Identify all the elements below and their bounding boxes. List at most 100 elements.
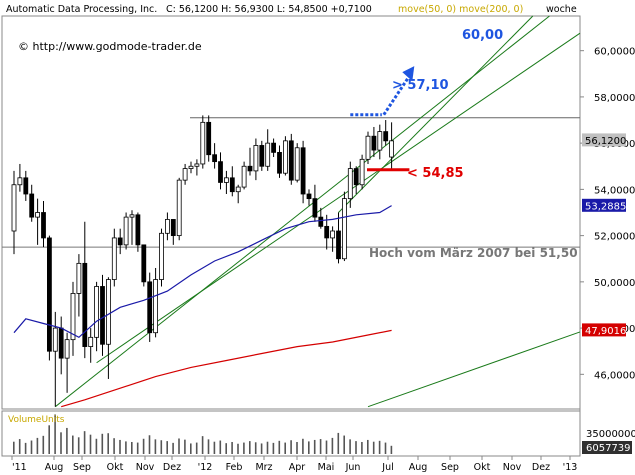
volume-bar bbox=[125, 441, 127, 454]
volume-bar bbox=[54, 414, 56, 454]
candle-up bbox=[88, 336, 94, 347]
candle-down bbox=[247, 165, 253, 172]
candle-down bbox=[218, 161, 223, 183]
trendline-lower bbox=[54, 15, 550, 408]
x-tick-label: Mrz bbox=[255, 462, 272, 473]
candle-up bbox=[341, 198, 347, 260]
volume-bar bbox=[160, 440, 163, 454]
candle-up bbox=[389, 140, 395, 158]
volume-bar bbox=[313, 439, 316, 454]
candle-down bbox=[100, 286, 105, 345]
volume-bar bbox=[319, 439, 322, 454]
candle-down bbox=[318, 216, 324, 227]
volume-bar bbox=[24, 442, 27, 454]
candle-up bbox=[17, 177, 23, 186]
volume-bar bbox=[266, 441, 269, 454]
volume-bar bbox=[213, 441, 216, 454]
candle-down bbox=[336, 230, 341, 260]
candle-down bbox=[212, 154, 218, 163]
volume-bar bbox=[184, 439, 186, 454]
last-price-value: 56,1200 bbox=[585, 136, 626, 147]
volume-label: VolumeUnits bbox=[8, 415, 65, 425]
volume-bar bbox=[337, 432, 340, 454]
volume-bar bbox=[254, 442, 257, 454]
x-tick-label: '11 bbox=[12, 462, 27, 473]
volume-bar bbox=[325, 440, 328, 454]
volume-bar bbox=[101, 433, 104, 454]
volume-last-box bbox=[582, 441, 632, 454]
candle-up bbox=[235, 186, 241, 193]
volume-bar bbox=[296, 441, 298, 454]
candle-down bbox=[306, 193, 312, 200]
candle-up bbox=[182, 168, 188, 181]
volume-bar bbox=[66, 427, 68, 454]
candle-up bbox=[253, 145, 259, 172]
x-tick-label: Nov bbox=[136, 462, 155, 473]
trendline-short-term bbox=[338, 15, 534, 213]
volume-bar bbox=[302, 438, 304, 454]
volume-bar bbox=[131, 441, 133, 454]
volume-last-value: 6057739 bbox=[586, 443, 631, 454]
trendline-far bbox=[367, 331, 581, 408]
candle-down bbox=[371, 135, 377, 151]
candle-up bbox=[159, 232, 164, 280]
period-label: woche bbox=[546, 4, 577, 15]
candle-up bbox=[76, 262, 82, 294]
volume-bar bbox=[237, 443, 239, 454]
volume-bar bbox=[367, 439, 369, 454]
volume-bar bbox=[331, 437, 334, 454]
volume-bar bbox=[119, 439, 121, 454]
candle-down bbox=[82, 262, 88, 347]
volume-bar bbox=[13, 441, 15, 454]
x-tick-label: Nov bbox=[503, 462, 522, 473]
x-tick-label: '13 bbox=[563, 462, 578, 473]
volume-bar bbox=[30, 440, 33, 454]
target-arrow-shaft bbox=[382, 75, 411, 116]
stop-label: < 54,85 bbox=[407, 166, 464, 181]
candle-up bbox=[129, 214, 135, 218]
x-tick-label: '12 bbox=[198, 462, 213, 473]
candle-down bbox=[271, 142, 277, 153]
volume-bar bbox=[384, 442, 387, 454]
volume-bar bbox=[83, 431, 86, 454]
volume-bar bbox=[48, 425, 50, 454]
candle-down bbox=[324, 225, 330, 239]
last-price-box bbox=[582, 133, 626, 147]
volume-bar bbox=[272, 442, 275, 454]
volume-bar bbox=[190, 443, 192, 454]
y-tick-label: 54,0000 bbox=[594, 185, 635, 196]
indicator-label: move(50, 0) move(200, 0) bbox=[398, 4, 523, 15]
ma200-last-value: 47,9016 bbox=[585, 326, 626, 337]
candle-up bbox=[52, 327, 58, 352]
candle-down bbox=[117, 237, 123, 246]
candle-down bbox=[147, 281, 153, 334]
candle-up bbox=[153, 279, 159, 334]
volume-bar bbox=[178, 438, 180, 454]
candle-up bbox=[359, 158, 365, 186]
volume-bar bbox=[343, 435, 345, 454]
volume-bar bbox=[361, 441, 363, 454]
candle-up bbox=[188, 165, 194, 169]
volume-bar bbox=[284, 442, 286, 454]
y-tick-label: 60,0000 bbox=[594, 47, 635, 58]
x-tick-label: Okt bbox=[107, 462, 124, 473]
volume-bar bbox=[36, 437, 39, 454]
x-tick-label: Okt bbox=[474, 462, 491, 473]
candle-up bbox=[200, 121, 206, 165]
volume-bar bbox=[107, 433, 109, 454]
volume-bar bbox=[225, 443, 227, 454]
x-tick-label: Jun bbox=[345, 462, 361, 473]
candle-up bbox=[223, 177, 229, 183]
volume-bar bbox=[142, 438, 145, 454]
candle-down bbox=[312, 198, 318, 218]
volume-bar bbox=[372, 441, 375, 454]
volume-bar bbox=[95, 438, 98, 454]
candle-up bbox=[265, 142, 271, 167]
volume-bar bbox=[148, 435, 151, 454]
x-tick-label: Aug bbox=[45, 462, 64, 473]
x-tick-label: Dez bbox=[163, 462, 181, 473]
volume-bar bbox=[390, 445, 393, 454]
volume-bar bbox=[278, 440, 281, 454]
x-tick-label: Aug bbox=[409, 462, 428, 473]
x-tick-label: Apr bbox=[289, 462, 306, 473]
